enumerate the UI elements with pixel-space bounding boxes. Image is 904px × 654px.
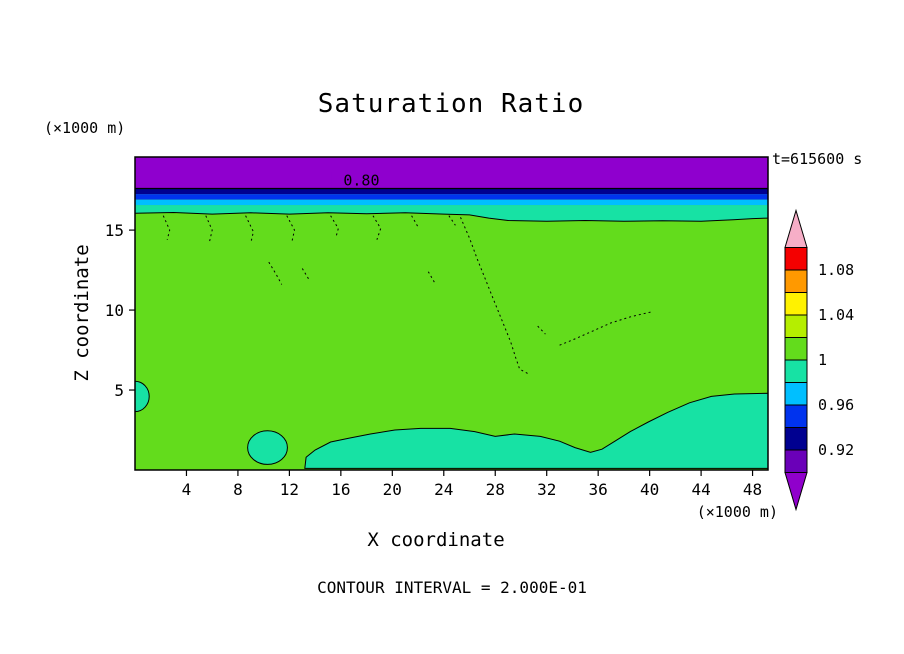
plot-frame (134, 156, 769, 471)
plot-title: Saturation Ratio (318, 89, 584, 119)
colorbar-cell (784, 404, 808, 428)
x-tick-label: 44 (691, 480, 710, 499)
x-tick-label: 48 (743, 480, 762, 499)
contour-band-violet-lt-0.92 (135, 157, 768, 189)
x-tick-label: 4 (182, 480, 192, 499)
x-tick-label: 24 (434, 480, 453, 499)
time-label: t=615600 s (772, 150, 862, 168)
dashed-contour (448, 215, 456, 226)
dashed-contour (162, 215, 171, 240)
colorbar-cell (784, 337, 808, 361)
dashed-contour (411, 215, 419, 228)
contour-interval-note: CONTOUR INTERVAL = 2.000E-01 (317, 578, 587, 597)
x-tick-label: 8 (233, 480, 243, 499)
colorbar-cell (784, 382, 808, 406)
x-tick-label: 32 (537, 480, 556, 499)
y-axis-unit-label: (×1000 m) (44, 119, 125, 137)
colorbar-arrow-top (784, 208, 808, 248)
colorbar-tick-label: 0.96 (818, 396, 854, 414)
contour-line-solid (135, 211, 768, 222)
x-tick-label: 12 (280, 480, 299, 499)
contour-region (304, 392, 768, 469)
x-tick-label: 28 (486, 480, 505, 499)
y-tick-label: 10 (105, 301, 124, 320)
y-axis-label: Z coordinate (71, 244, 93, 381)
x-tick-label: 40 (640, 480, 659, 499)
x-tick-label: 16 (331, 480, 350, 499)
colorbar-cell (784, 292, 808, 316)
dashed-contour (330, 215, 339, 239)
y-tick-label: 5 (114, 381, 124, 400)
x-axis-label: X coordinate (367, 529, 504, 551)
colorbar-tick-label: 1 (818, 351, 827, 369)
contour-region (247, 430, 288, 465)
contour-band-turquoise (135, 205, 768, 222)
dashed-contour (559, 311, 653, 346)
colorbar-cell (784, 427, 808, 451)
plot-render-layer: 0.804 8 12 16 20 24 28 32 36 40 44 48510151.081.041… (105, 156, 854, 512)
colorbar-cell (784, 269, 808, 293)
contour-field: 0.80 (135, 157, 768, 470)
contour-band-blue-0.94-0.96 (135, 194, 768, 200)
dashed-contour (427, 271, 436, 284)
colorbar-cell (784, 247, 808, 271)
colorbar-cell (784, 314, 808, 338)
contour-line-label: 0.80 (343, 172, 379, 190)
colorbar-tick-label: 1.04 (818, 306, 854, 324)
x-axis-unit-label: (×1000 m) (697, 503, 778, 521)
contour-label-backing (331, 171, 392, 188)
y-tick-label: 15 (105, 221, 124, 240)
x-tick-label: 20 (383, 480, 402, 499)
colorbar: 1.08 1.04 1 0.96 0.92 (784, 208, 854, 512)
colorbar-cell (784, 449, 808, 473)
colorbar-arrow-bottom (784, 472, 808, 512)
dashed-contour (537, 325, 546, 335)
dashed-contour (205, 215, 213, 242)
x-tick-label: 36 (589, 480, 608, 499)
dashed-contour (245, 215, 254, 244)
colorbar-cell (784, 359, 808, 383)
contour-band-cyan-0.96-0.98 (135, 199, 768, 206)
contour-band-navy-0.92-0.94 (135, 188, 768, 195)
colorbar-tick-label: 1.08 (818, 261, 854, 279)
dashed-contour (286, 215, 296, 242)
colorbar-tick-label: 0.92 (818, 441, 854, 459)
